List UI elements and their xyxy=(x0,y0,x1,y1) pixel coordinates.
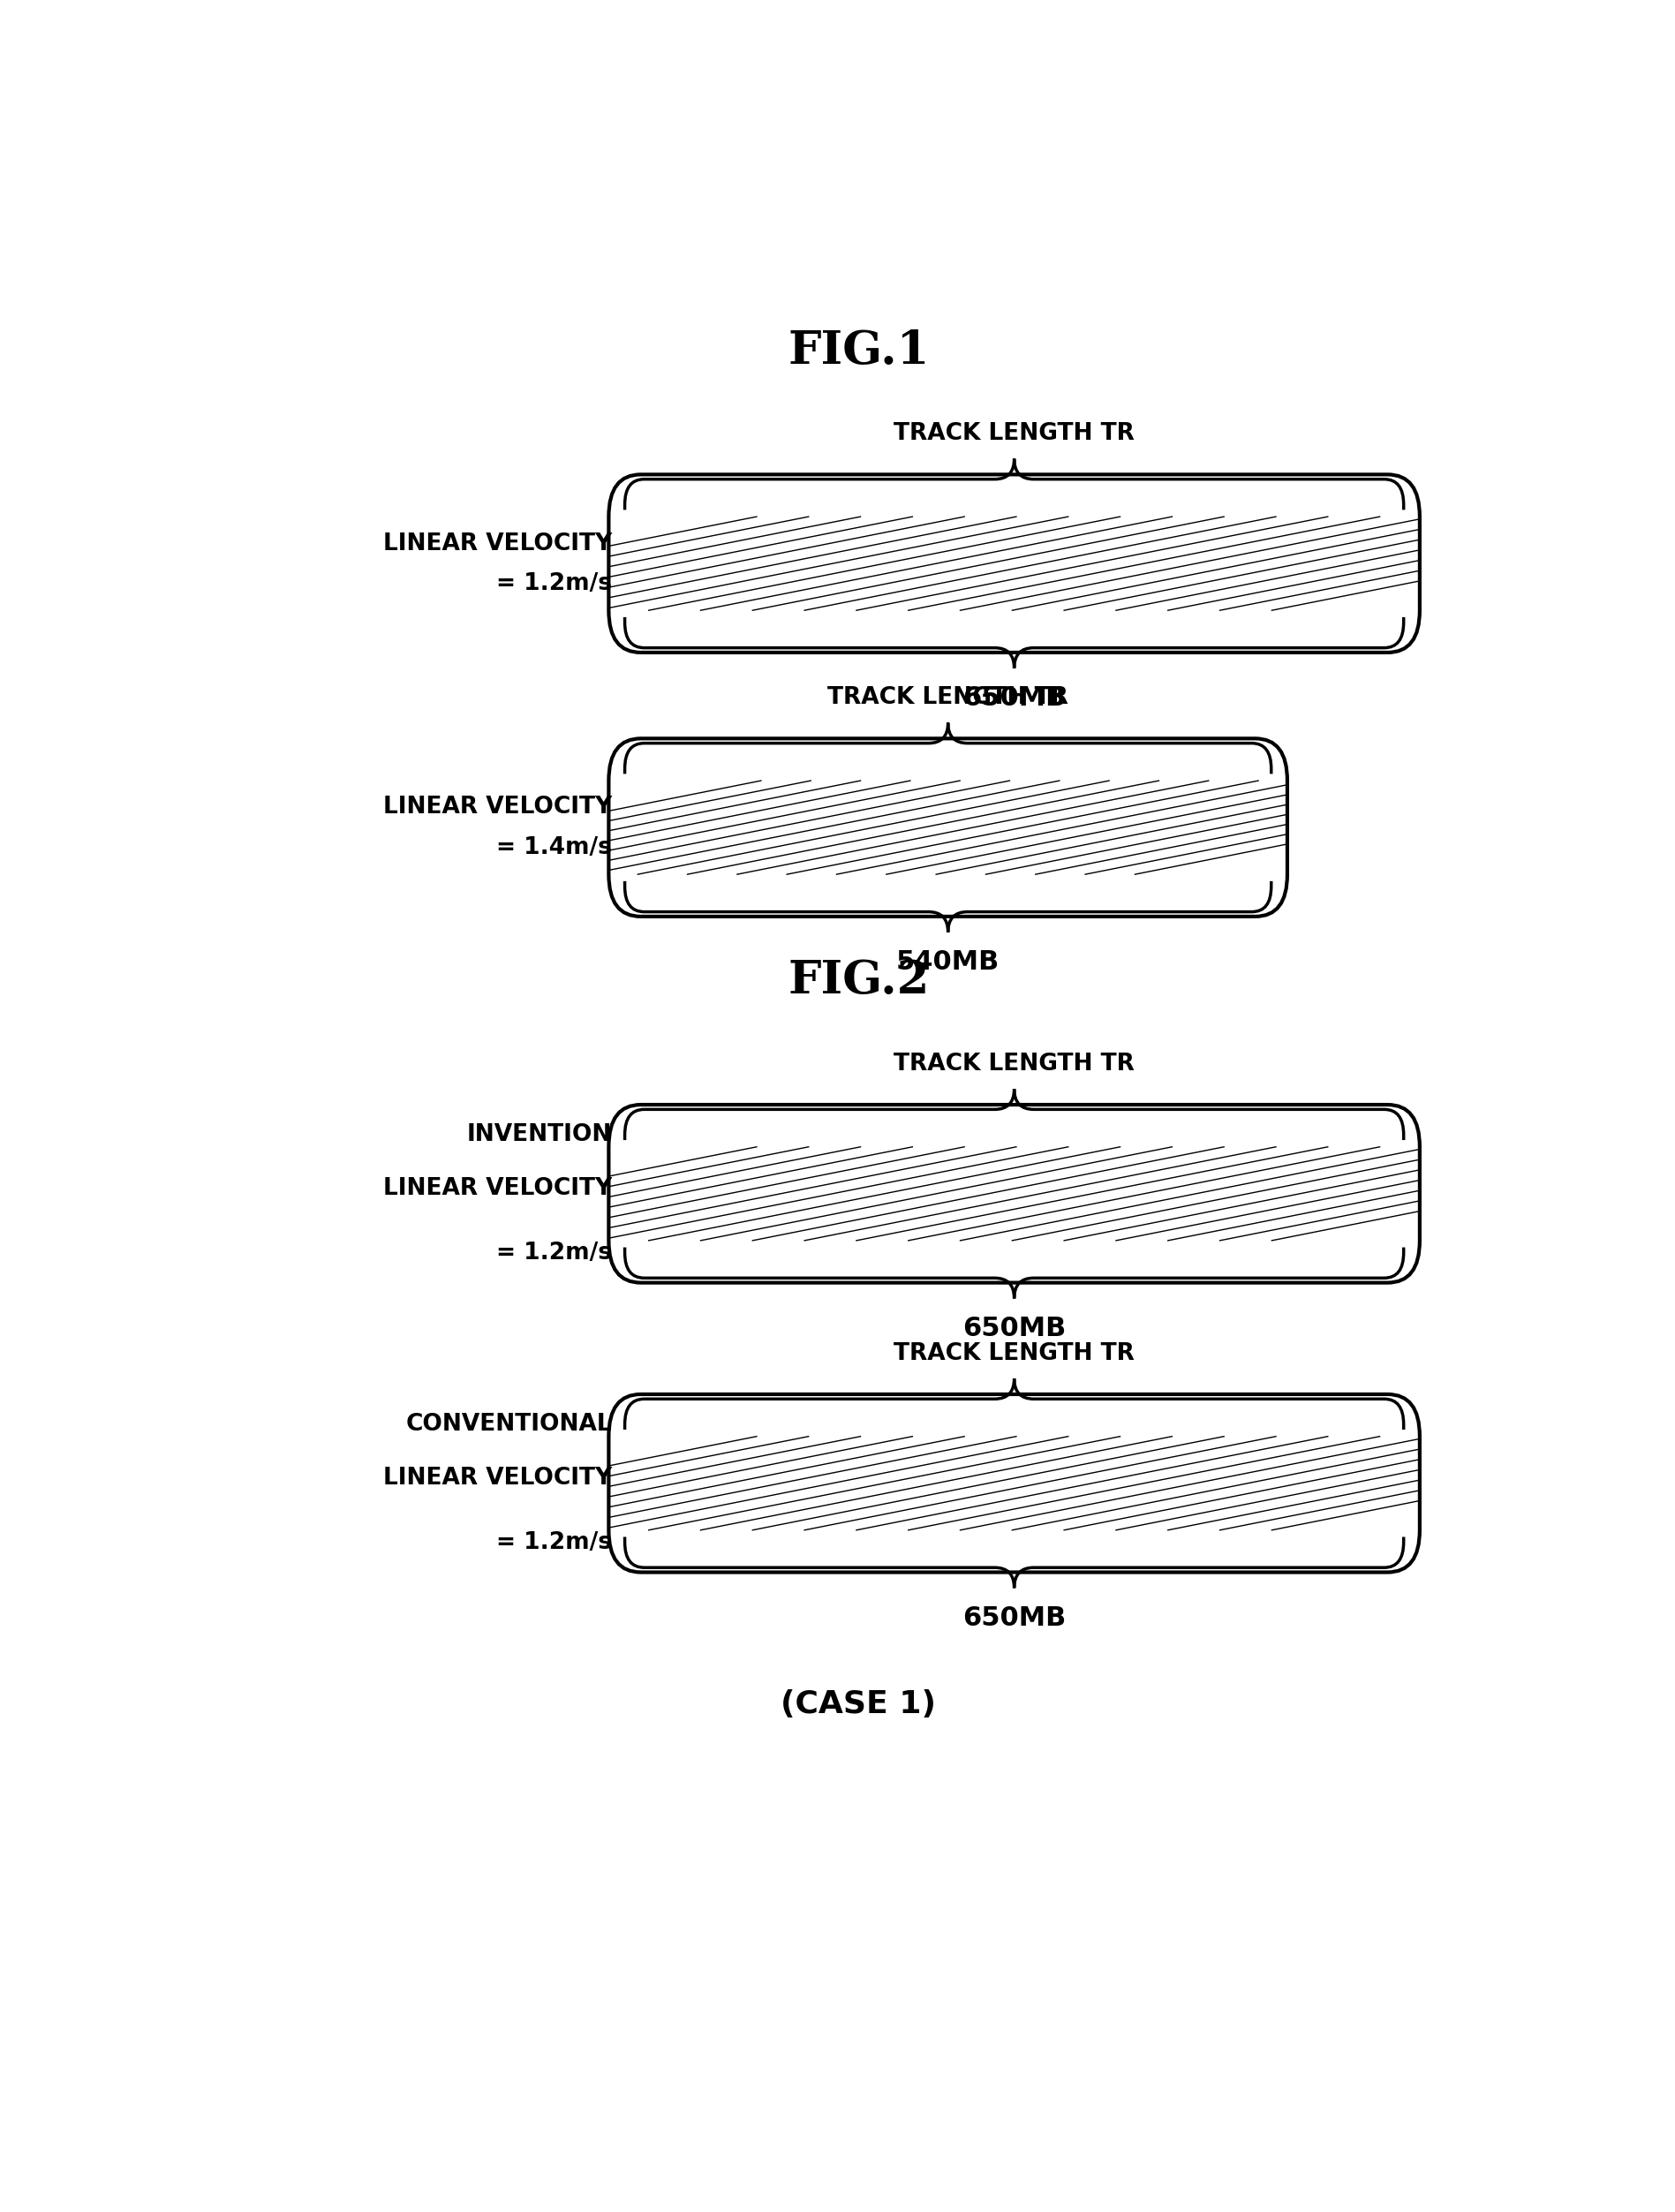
Text: = 1.2m/s: = 1.2m/s xyxy=(496,1531,611,1553)
Text: 650MB: 650MB xyxy=(963,686,1065,710)
Text: TRACK LENGTH TR: TRACK LENGTH TR xyxy=(894,422,1134,445)
Text: FIG.1: FIG.1 xyxy=(787,327,930,374)
Text: 650MB: 650MB xyxy=(963,1606,1065,1630)
FancyBboxPatch shape xyxy=(608,476,1420,653)
Text: LINEAR VELOCITY: LINEAR VELOCITY xyxy=(384,796,611,818)
Text: 540MB: 540MB xyxy=(896,949,1000,975)
Text: = 1.4m/s: = 1.4m/s xyxy=(496,836,611,858)
Text: INVENTION: INVENTION xyxy=(467,1124,611,1146)
FancyBboxPatch shape xyxy=(608,1394,1420,1573)
Text: = 1.2m/s: = 1.2m/s xyxy=(496,1241,611,1265)
Text: 650MB: 650MB xyxy=(963,1316,1065,1340)
Text: = 1.2m/s: = 1.2m/s xyxy=(496,573,611,595)
Text: CONVENTIONAL: CONVENTIONAL xyxy=(405,1413,611,1436)
Text: LINEAR VELOCITY: LINEAR VELOCITY xyxy=(384,1177,611,1201)
Text: TRACK LENGTH TR: TRACK LENGTH TR xyxy=(894,1343,1134,1365)
Text: (CASE 1): (CASE 1) xyxy=(781,1690,936,1719)
Text: FIG.2: FIG.2 xyxy=(787,958,930,1004)
Text: TRACK LENGTH TR: TRACK LENGTH TR xyxy=(894,1053,1134,1075)
FancyBboxPatch shape xyxy=(608,1104,1420,1283)
FancyBboxPatch shape xyxy=(608,739,1288,916)
Text: LINEAR VELOCITY: LINEAR VELOCITY xyxy=(384,533,611,555)
Text: TRACK LENGTH TR: TRACK LENGTH TR xyxy=(827,686,1069,710)
Text: LINEAR VELOCITY: LINEAR VELOCITY xyxy=(384,1467,611,1489)
